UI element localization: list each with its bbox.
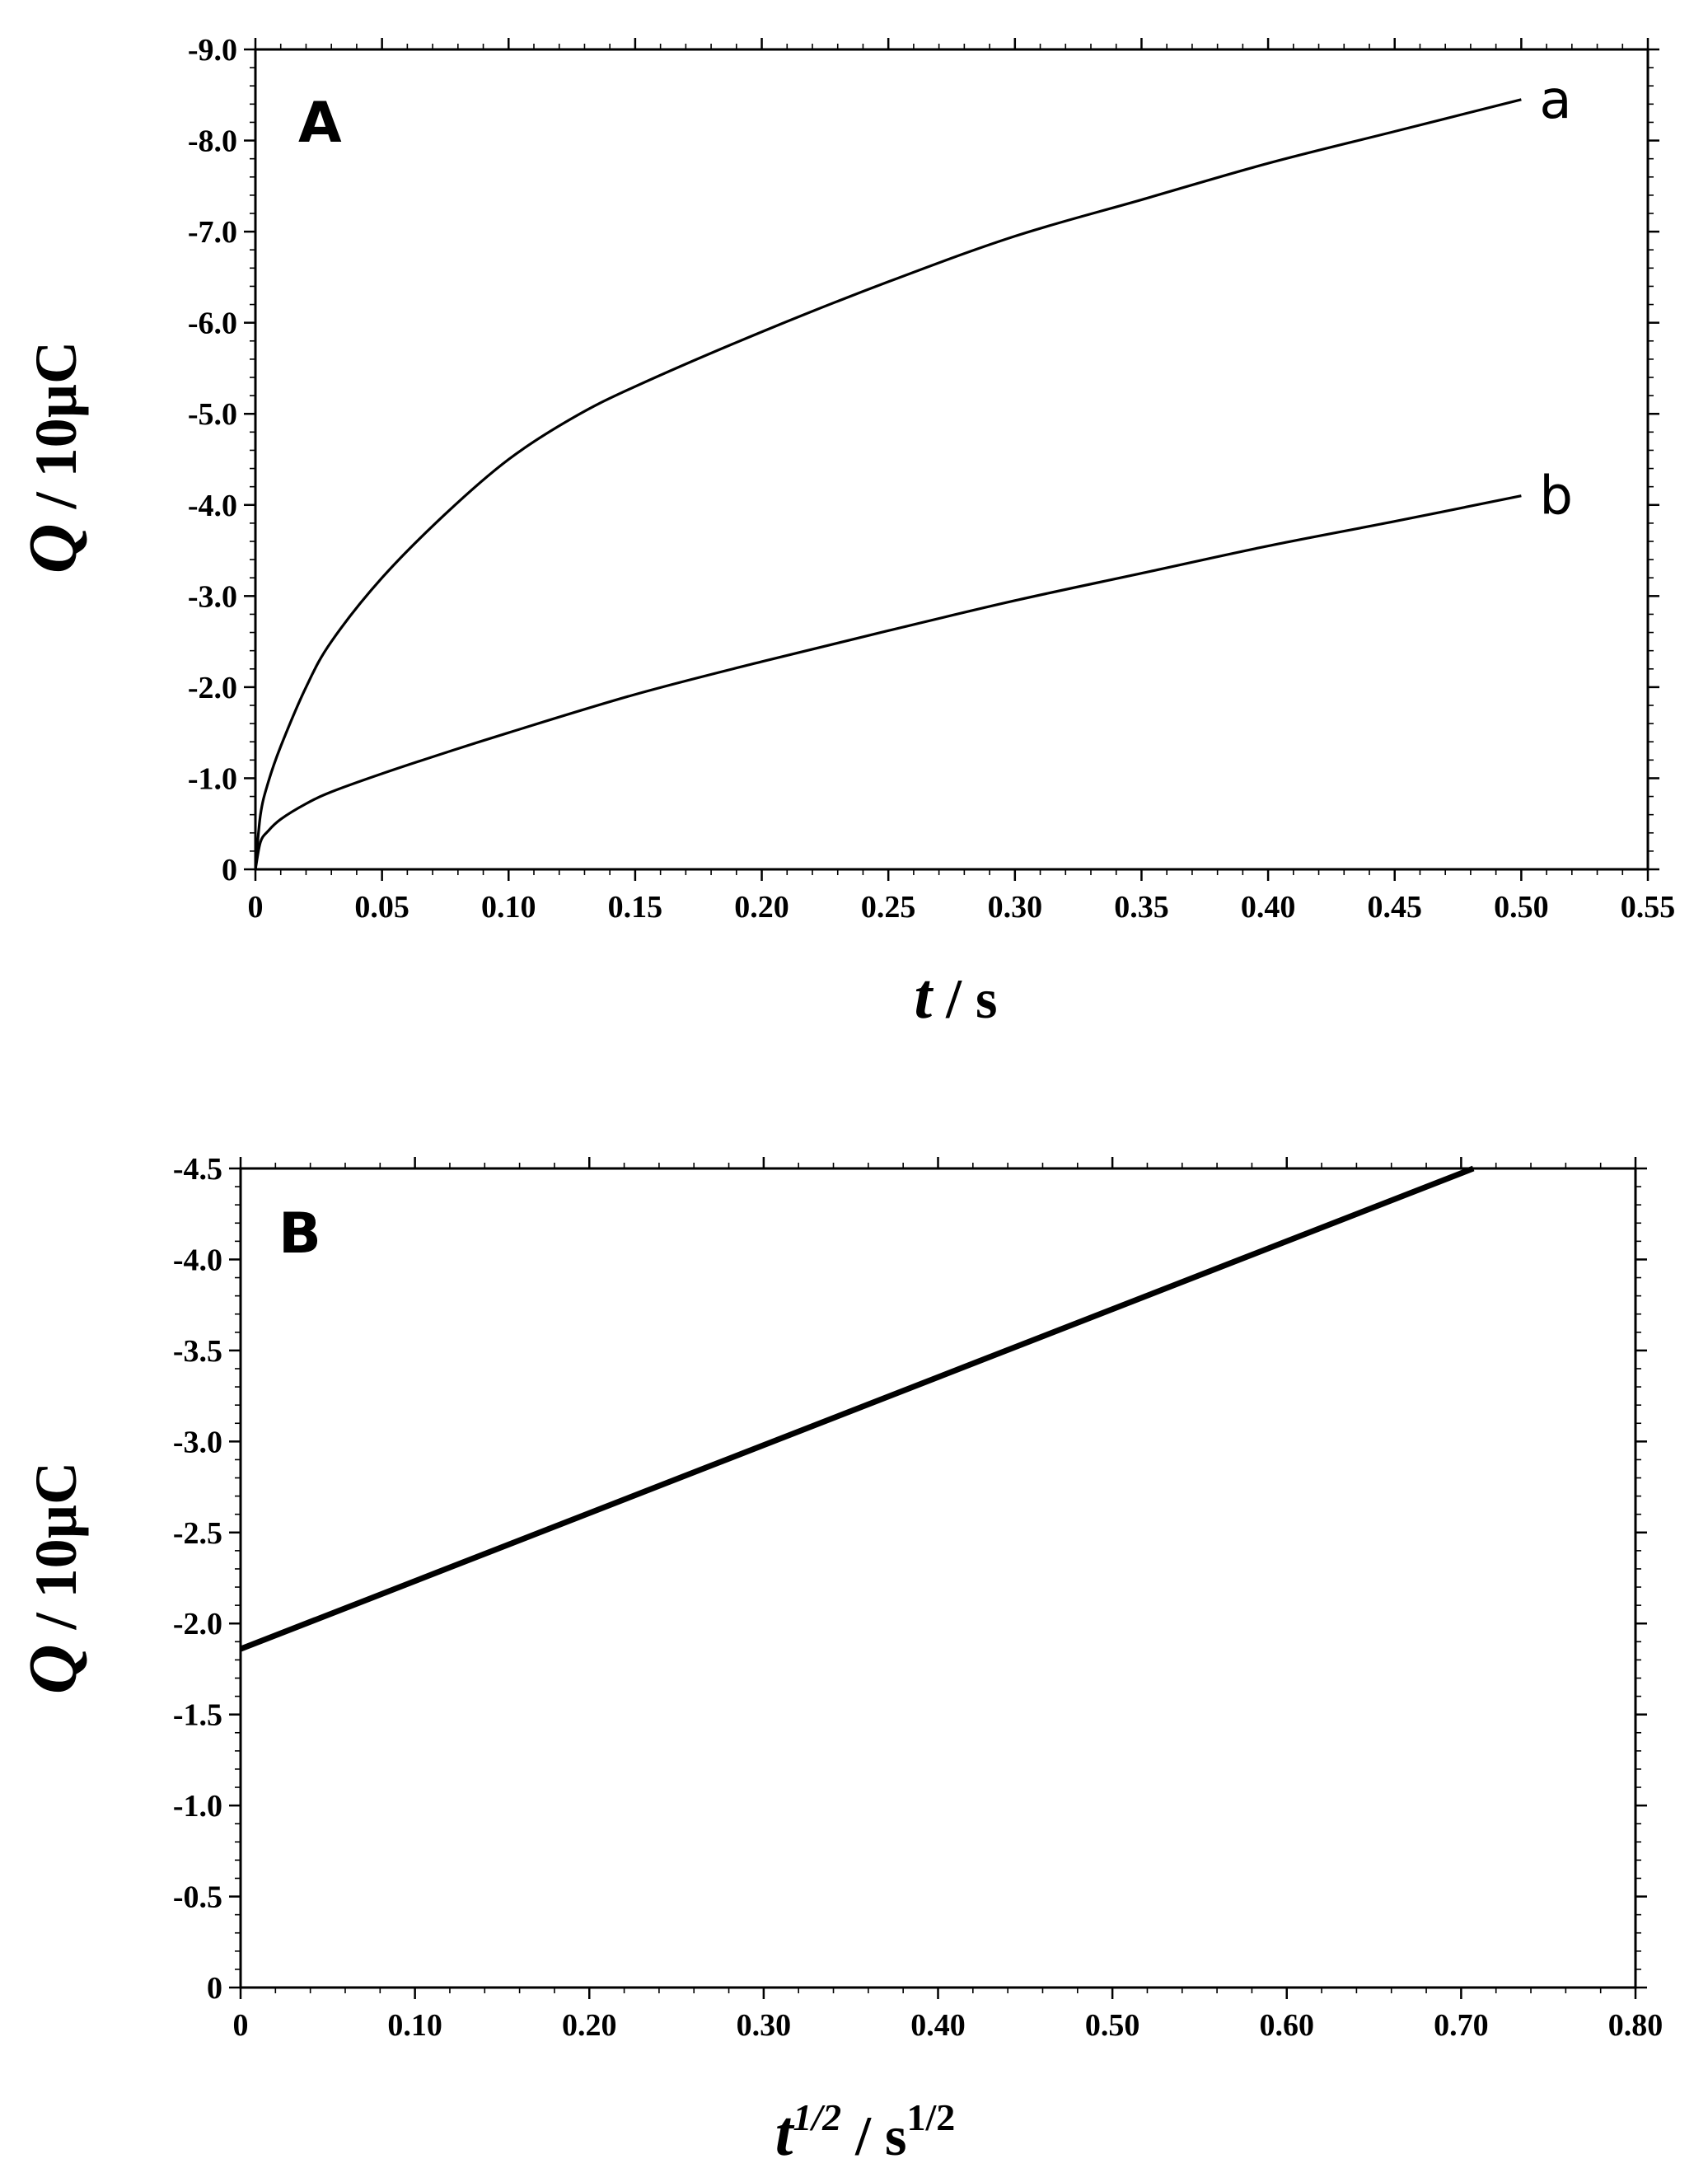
panel-b: 0 0.10 0.20 0.30 0.40 0.50 0.60 0.70 0.80 0 -0.5 -… [15,1152,1663,2169]
y-tick-label: -1.0 [188,761,237,796]
x-tick-label: 0 [233,2008,249,2043]
x-tick-label: 0.40 [1241,890,1296,925]
series-line-b [254,494,1522,870]
x-tick-label: 0.35 [1114,890,1169,925]
y-tick-label: -2.0 [188,671,237,705]
x-tick-label: 0.40 [910,2008,966,2043]
y-tick-label: -1.5 [173,1698,222,1733]
y-tick-label: -0.5 [173,1880,222,1915]
panel-b-x-axis-title: t1/2 / s1/2 [775,2096,956,2169]
panel-b-minor-ticks [235,1163,1641,1993]
x-tick-label: 0.60 [1260,2008,1315,2043]
y-tick-label: -2.0 [173,1607,222,1641]
x-tick-label: 0.15 [608,890,663,925]
x-tick-label: 0.80 [1608,2008,1664,2043]
x-tick-label: 0.50 [1494,890,1549,925]
y-tick-label: -5.0 [188,397,237,432]
y-tick-label: -2.5 [173,1516,222,1551]
panel-b-x-axis-variable-exponent: 1/2 [793,2096,841,2138]
y-tick-label: -3.5 [173,1334,222,1369]
panel-a-x-axis-variable: t [914,960,934,1032]
panel-a-y-ticks: 0 -1.0 -2.0 -3.0 -4.0 -5.0 -6.0 -7.0 -8.0 -9.0 [188,33,1659,887]
panel-b-label: B [278,1201,321,1267]
panel-a-minor-ticks [250,44,1654,875]
y-tick-label: 0 [207,1971,222,2006]
x-tick-label: 0.55 [1621,890,1676,925]
panel-a-y-axis-variable: Q [15,523,91,574]
x-tick-label: 0.50 [1085,2008,1140,2043]
x-tick-label: 0.45 [1367,890,1422,925]
panel-b-y-axis-unit: / 10µC [23,1462,89,1644]
panel-a-series: ab [254,70,1573,870]
panel-b-x-ticks: 0 0.10 0.20 0.30 0.40 0.50 0.60 0.70 0.80 [233,1157,1664,2043]
series-label-a: a [1539,70,1571,131]
x-tick-label: 0.30 [988,890,1043,925]
x-tick-label: 0 [248,890,264,925]
y-tick-label: -4.0 [188,489,237,523]
series-line-a [254,98,1522,870]
panel-a: 0 0.05 0.10 0.15 0.20 0.25 0.30 0.35 0.40 0.45 0.5… [15,33,1675,1032]
panel-b-y-axis-variable: Q [15,1644,91,1694]
panel-a-x-ticks: 0 0.05 0.10 0.15 0.20 0.25 0.30 0.35 0.40 0.45 0.5… [248,38,1676,925]
series-label-b: b [1539,466,1573,527]
panel-b-x-axis-variable: t [775,2097,795,2169]
panel-a-y-axis-title: Q / 10µC [15,341,91,574]
y-tick-label: -3.0 [173,1425,222,1459]
x-tick-label: 0.20 [734,890,789,925]
y-tick-label: -9.0 [188,33,237,68]
panel-a-plot-frame [254,48,1650,871]
x-tick-label: 0.70 [1434,2008,1489,2043]
panel-b-x-axis-unit: / s [841,2105,906,2167]
panel-a-y-axis-unit: / 10µC [23,341,89,523]
y-tick-label: -4.0 [173,1243,222,1277]
series-line [239,1165,1475,1652]
y-tick-label: -4.5 [173,1152,222,1187]
y-tick-label: -7.0 [188,215,237,250]
panel-b-x-axis-unit-exponent: 1/2 [907,2096,956,2138]
x-tick-label: 0.10 [387,2008,442,2043]
x-tick-label: 0.10 [481,890,536,925]
y-tick-label: 0 [222,853,237,887]
panel-b-y-ticks: 0 -0.5 -1.0 -1.5 -2.0 -2.5 -3.0 -3.5 -4.0 -4.5 [173,1152,1647,2006]
panel-b-y-axis-title: Q / 10µC [15,1462,91,1694]
x-tick-label: 0.20 [562,2008,617,2043]
y-tick-label: -3.0 [188,579,237,614]
x-tick-label: 0.30 [737,2008,792,2043]
x-tick-label: 0.05 [354,890,409,925]
x-tick-label: 0.25 [861,890,916,925]
panel-b-series [239,1165,1475,1652]
panel-a-label: A [298,91,342,156]
y-tick-label: -1.0 [173,1789,222,1824]
y-tick-label: -6.0 [188,307,237,341]
panel-a-x-axis-title: t / s [914,960,997,1032]
panel-a-x-axis-unit: / s [932,967,997,1030]
y-tick-label: -8.0 [188,124,237,159]
